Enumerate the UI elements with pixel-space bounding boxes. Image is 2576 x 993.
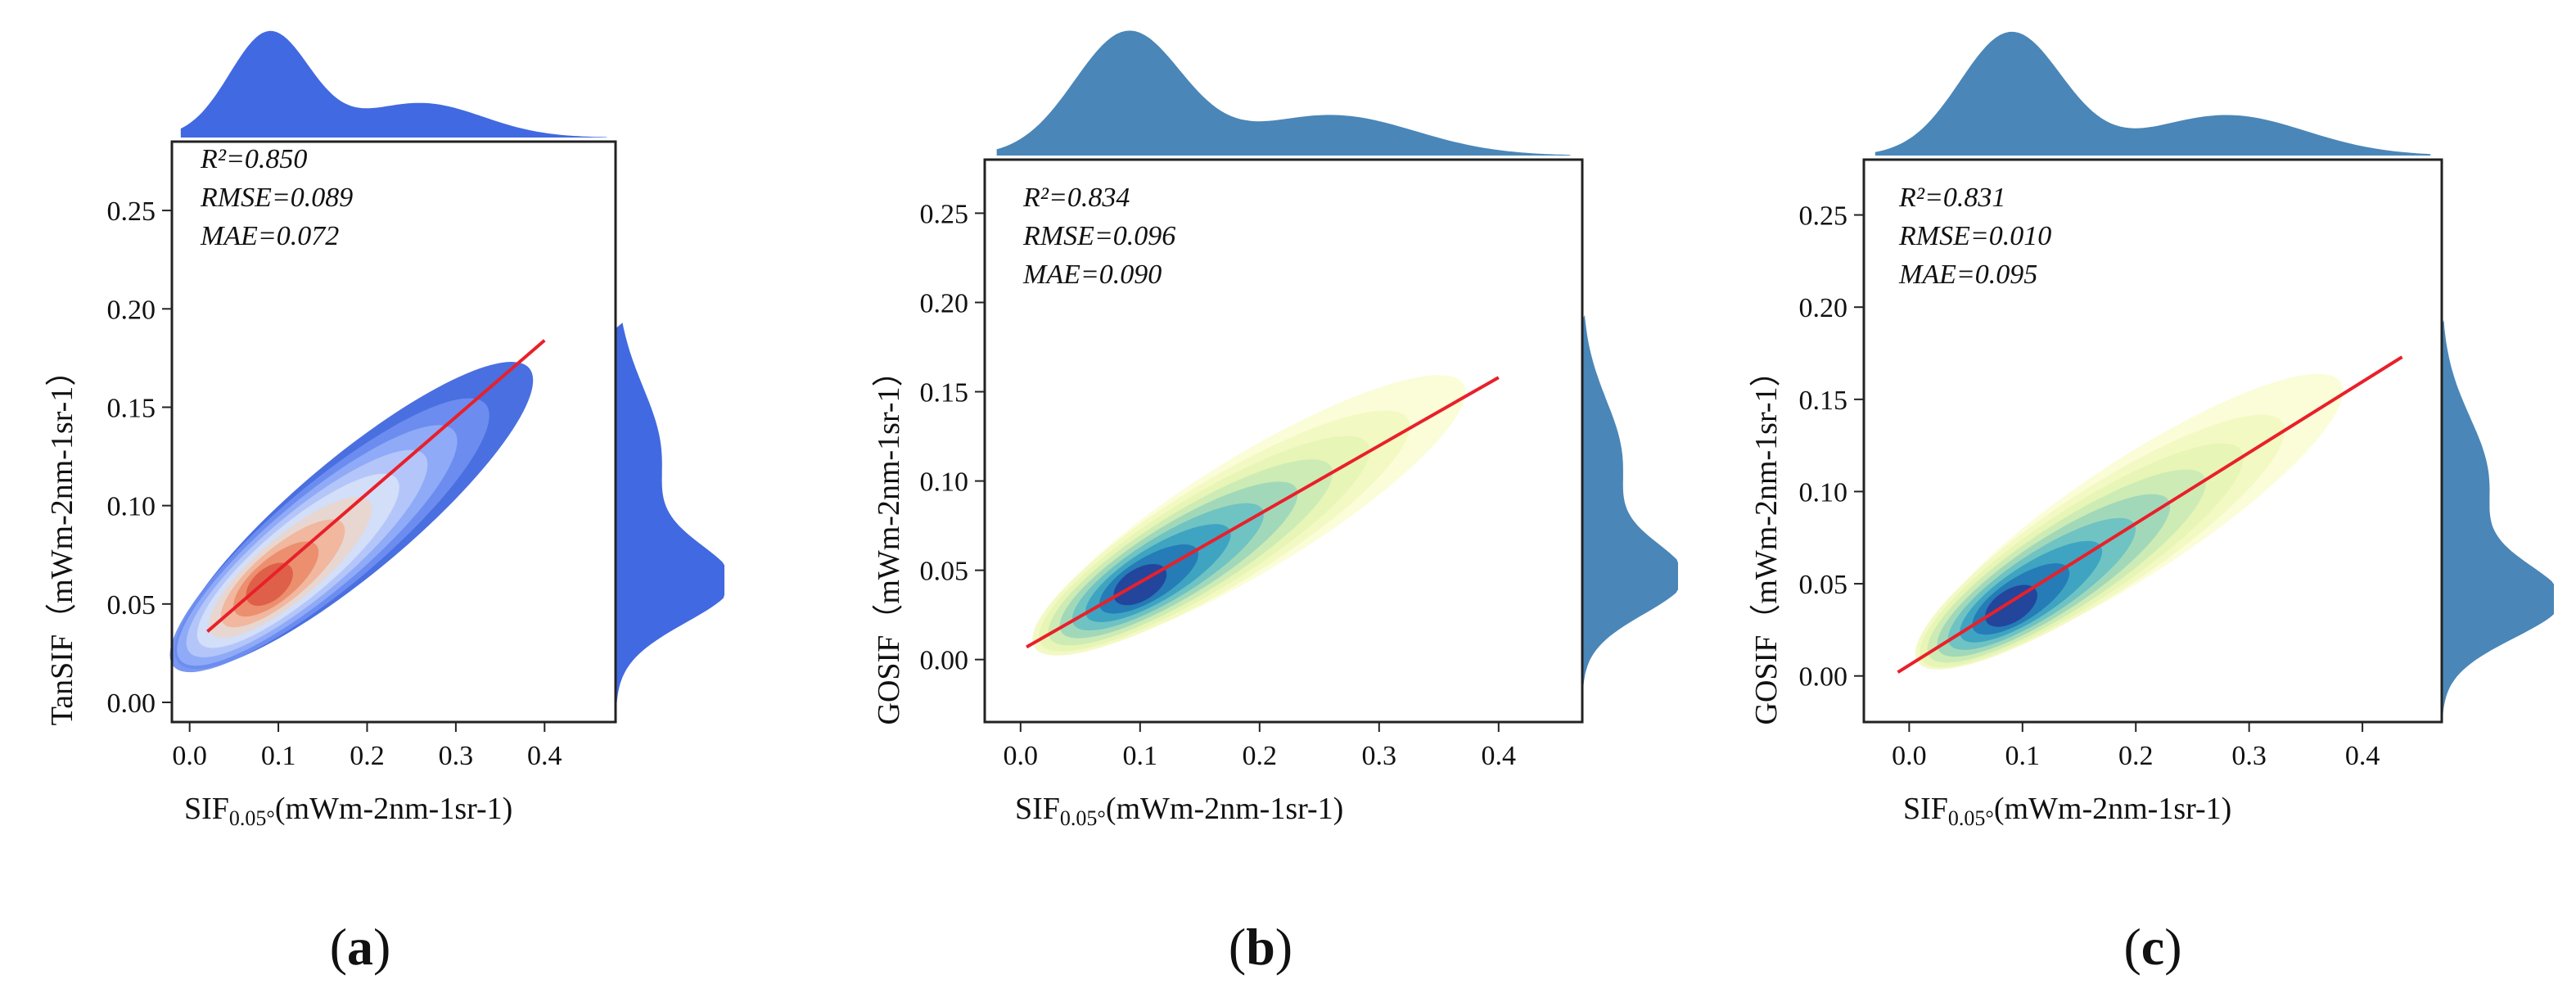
y-tick-label-a-3: 0.15 — [107, 393, 156, 423]
marginal-x-b — [996, 30, 1571, 156]
y-tick-label-a-0: 0.00 — [107, 688, 156, 719]
stat-r2-c: R²=0.831 — [1898, 183, 2005, 213]
panel-a: 0.0 0.1 0.2 0.3 0.4 0.00 0.05 0.10 0.15 0.20 0.25… — [45, 30, 724, 976]
x-ticks-a: 0.0 0.1 0.2 0.3 0.4 — [172, 722, 562, 771]
y-tick-label-c-3: 0.15 — [1799, 386, 1848, 416]
x-tick-label-c-4: 0.4 — [2345, 741, 2380, 771]
fit-line-c — [1897, 355, 2403, 674]
x-axis-label-sub-a: 0.05° — [229, 806, 275, 830]
x-tick-label-a-0: 0.0 — [172, 741, 207, 771]
y-axis-label-units-b: （mWm-2nm-1sr-1） — [872, 356, 906, 635]
panel-letter-b: b — [1246, 918, 1275, 976]
stat-r2-a: R²=0.850 — [200, 144, 307, 174]
x-axis-label-b: SIF0.05°(mWm-2nm-1sr-1) — [1015, 792, 1343, 830]
plot-frame-a — [170, 140, 617, 724]
x-tick-label-a-1: 0.1 — [261, 741, 296, 771]
plot-frame-b — [983, 158, 1584, 724]
x-axis-label-sub-b: 0.05° — [1060, 806, 1106, 830]
x-tick-label-b-1: 0.1 — [1123, 741, 1158, 771]
panel-label-b: (b) — [1229, 918, 1293, 976]
panel-letter-a: a — [347, 918, 373, 976]
x-tick-label-a-3: 0.3 — [439, 741, 474, 771]
x-tick-label-c-2: 0.2 — [2118, 741, 2154, 771]
x-tick-label-a-2: 0.2 — [350, 741, 385, 771]
density-layers-b — [1032, 375, 1466, 656]
density-level-a-8 — [246, 562, 293, 607]
y-tick-label-a-2: 0.10 — [107, 492, 156, 522]
y-tick-label-a-5: 0.25 — [107, 196, 156, 227]
stat-r2-b: R²=0.834 — [1022, 183, 1130, 213]
x-tick-label-b-4: 0.4 — [1482, 741, 1517, 771]
y-tick-label-c-2: 0.10 — [1799, 477, 1848, 508]
y-tick-label-c-1: 0.05 — [1799, 570, 1848, 600]
y-tick-label-c-0: 0.00 — [1799, 662, 1848, 693]
y-axis-label-c: GOSIF（mWm-2nm-1sr-1） — [1749, 356, 1784, 725]
x-axis-label-main-a: SIF — [184, 792, 229, 826]
x-axis-label-units-b: (mWm-2nm-1sr-1) — [1106, 792, 1344, 826]
x-axis-label-sub-c: 0.05° — [1948, 806, 1994, 830]
y-tick-label-b-0: 0.00 — [920, 646, 969, 676]
x-tick-label-c-1: 0.1 — [2005, 741, 2041, 771]
marginal-x-c — [1874, 31, 2431, 156]
y-tick-label-b-3: 0.15 — [920, 378, 969, 408]
marginal-y-b — [1582, 314, 1678, 717]
plot-frame-c — [1862, 158, 2443, 724]
x-axis-label-units-c: (mWm-2nm-1sr-1) — [1994, 792, 2232, 826]
marginal-y-a — [616, 323, 724, 716]
x-axis-label-c: SIF0.05°(mWm-2nm-1sr-1) — [1903, 792, 2231, 830]
y-ticks-a: 0.00 0.05 0.10 0.15 0.20 0.25 — [107, 196, 172, 719]
density-level-c-8 — [1985, 585, 2037, 627]
stat-rmse-c: RMSE=0.010 — [1898, 221, 2051, 251]
x-ticks-c: 0.0 0.1 0.2 0.3 0.4 — [1892, 722, 2380, 771]
x-tick-label-a-4: 0.4 — [527, 741, 562, 771]
y-axis-label-main-b: GOSIF — [872, 635, 906, 725]
y-tick-label-c-5: 0.25 — [1799, 201, 1848, 232]
stat-rmse-a: RMSE=0.089 — [200, 183, 353, 213]
panel-b: 0.0 0.1 0.2 0.3 0.4 0.00 0.05 0.10 0.15 0.20 0.25… — [872, 30, 1678, 976]
panel-label-a: (a) — [330, 918, 391, 976]
y-ticks-b: 0.00 0.05 0.10 0.15 0.20 0.25 — [920, 199, 985, 676]
y-axis-label-main-c: GOSIF — [1749, 635, 1784, 725]
y-tick-label-b-1: 0.05 — [920, 557, 969, 587]
y-axis-label-b: GOSIF（mWm-2nm-1sr-1） — [872, 356, 906, 725]
x-tick-label-b-2: 0.2 — [1243, 741, 1278, 771]
x-tick-label-c-3: 0.3 — [2231, 741, 2267, 771]
density-layers-c — [1915, 373, 2344, 670]
x-tick-label-c-0: 0.0 — [1892, 741, 1927, 771]
y-tick-label-a-1: 0.05 — [107, 590, 156, 621]
x-axis-label-main-c: SIF — [1903, 792, 1948, 826]
x-axis-label-units-a: (mWm-2nm-1sr-1) — [275, 792, 513, 826]
y-axis-label-main-a: TanSIF — [45, 634, 79, 725]
density-layers-a — [169, 361, 534, 673]
y-axis-label-units-c: （mWm-2nm-1sr-1） — [1749, 356, 1784, 635]
x-axis-label-main-b: SIF — [1015, 792, 1060, 826]
stat-mae-c: MAE=0.095 — [1898, 260, 2037, 290]
fit-line-a — [206, 339, 546, 633]
stat-rmse-b: RMSE=0.096 — [1022, 221, 1175, 251]
y-ticks-c: 0.00 0.05 0.10 0.15 0.20 0.25 — [1799, 201, 1864, 693]
panel-c: 0.0 0.1 0.2 0.3 0.4 0.00 0.05 0.10 0.15 0.20 0.25… — [1749, 31, 2554, 976]
panel-label-c: (c) — [2123, 918, 2181, 976]
x-tick-label-b-3: 0.3 — [1362, 741, 1397, 771]
y-tick-label-b-2: 0.10 — [920, 467, 969, 498]
y-tick-label-b-5: 0.25 — [920, 199, 969, 229]
fit-line-b — [1026, 376, 1500, 649]
stat-mae-a: MAE=0.072 — [200, 221, 339, 251]
x-ticks-b: 0.0 0.1 0.2 0.3 0.4 — [1004, 722, 1517, 771]
x-axis-label-a: SIF0.05°(mWm-2nm-1sr-1) — [184, 792, 512, 830]
y-tick-label-b-4: 0.20 — [920, 288, 969, 318]
y-axis-label-units-a: （mWm-2nm-1sr-1） — [45, 355, 79, 634]
stat-mae-b: MAE=0.090 — [1022, 260, 1162, 290]
y-axis-label-a: TanSIF（mWm-2nm-1sr-1） — [45, 355, 79, 726]
x-tick-label-b-0: 0.0 — [1004, 741, 1039, 771]
y-tick-label-a-4: 0.20 — [107, 295, 156, 325]
marginal-y-c — [2442, 320, 2554, 717]
y-tick-label-c-4: 0.20 — [1799, 293, 1848, 323]
panel-letter-c: c — [2141, 918, 2164, 976]
marginal-x-a — [180, 30, 607, 138]
